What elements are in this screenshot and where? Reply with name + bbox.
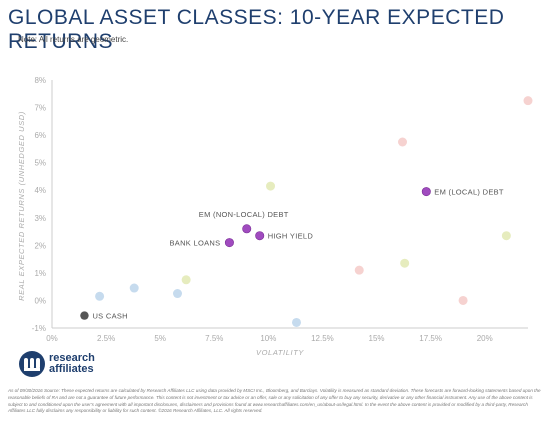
logo-text-line1: research — [49, 352, 95, 364]
x-tick-label-4: 10% — [260, 334, 276, 343]
data-point-label-2: EM (NON-LOCAL) DEBT — [199, 210, 289, 219]
data-point-15 — [255, 231, 265, 241]
logo-mark-icon — [19, 351, 45, 377]
y-tick-label-1: 0% — [34, 296, 46, 305]
data-point-label-0: US CASH — [92, 312, 127, 321]
scatter-chart: 0% 2.5% 5% 7.5% 10% 12.5% 15% 17.5% 20% -1%0%1%2… — [17, 76, 533, 357]
chart-note: Note: All returns are geometric. — [18, 35, 129, 44]
data-point-13 — [224, 238, 234, 248]
data-point-labels: US CASH BANK LOANS EM (NON-LOCAL) DEBT HIGH… — [92, 188, 503, 321]
data-points — [80, 96, 533, 327]
data-point-9 — [398, 137, 408, 147]
x-tick-label-5: 12.5% — [311, 334, 334, 343]
y-tick-labels: -1% 0% 1% 2% 3% 4% 5% 6% 7% 8% — [32, 76, 46, 333]
data-point-0 — [95, 291, 105, 301]
data-point-label-3: HIGH YIELD — [268, 232, 314, 241]
x-tick-label-8: 20% — [477, 334, 493, 343]
y-tick-label-0: -1% — [32, 324, 46, 333]
x-tick-label-2: 5% — [154, 334, 166, 343]
data-point-7 — [501, 231, 511, 241]
chart-title: GLOBAL ASSET CLASSES: 10-YEAR EXPECTED R… — [8, 6, 505, 53]
data-point-14 — [242, 224, 252, 234]
data-point-label-4: EM (LOCAL) DEBT — [434, 188, 504, 197]
research-affiliates-logo: research affiliates — [19, 351, 95, 377]
data-point-label-1: BANK LOANS — [169, 239, 220, 248]
x-tick-label-1: 2.5% — [97, 334, 115, 343]
data-point-16 — [421, 187, 431, 197]
x-tick-labels: 0% 2.5% 5% 7.5% 10% 12.5% 15% 17.5% 20% — [46, 334, 493, 343]
y-tick-label-5: 4% — [34, 186, 46, 195]
y-tick-label-4: 3% — [34, 214, 46, 223]
x-tick-label-0: 0% — [46, 334, 58, 343]
footnote: As of 09/30/2016 Source: These expected … — [8, 388, 541, 414]
y-tick-label-3: 2% — [34, 241, 46, 250]
x-tick-label-7: 17.5% — [419, 334, 442, 343]
data-point-1 — [129, 283, 139, 293]
data-point-8 — [354, 265, 364, 275]
data-point-5 — [266, 181, 276, 191]
data-point-10 — [458, 295, 468, 305]
y-tick-label-9: 8% — [34, 76, 46, 85]
y-axis-label: REAL EXPECTED RETURNS (UNHEDGED USD) — [17, 111, 26, 301]
y-tick-label-2: 1% — [34, 269, 46, 278]
y-tick-label-8: 7% — [34, 104, 46, 113]
y-tick-label-7: 6% — [34, 131, 46, 140]
logo-text-line2: affiliates — [49, 363, 94, 375]
y-tick-label-6: 5% — [34, 159, 46, 168]
data-point-6 — [400, 258, 410, 268]
data-point-4 — [181, 275, 191, 285]
x-axis-label: VOLATILITY — [256, 348, 304, 357]
data-point-11 — [523, 96, 533, 106]
data-point-3 — [291, 317, 301, 327]
x-tick-label-6: 15% — [369, 334, 385, 343]
data-point-2 — [172, 289, 182, 299]
x-tick-label-3: 7.5% — [205, 334, 223, 343]
data-point-12 — [80, 311, 89, 320]
